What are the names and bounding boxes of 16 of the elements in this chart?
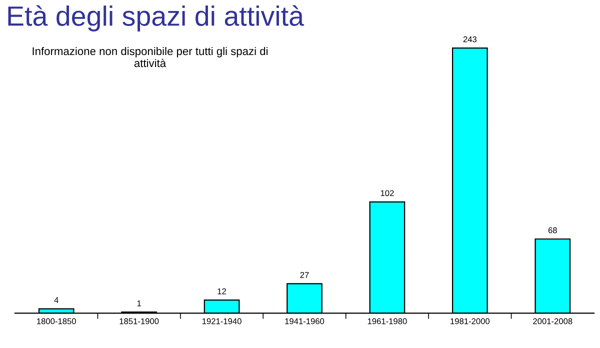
chart-title: Età degli spazi di attività [8,5,304,32]
data-label: 27 [300,272,309,278]
data-label: 1 [137,300,141,306]
data-label: 68 [548,227,557,234]
x-tick-label: 1941-1960 [285,318,324,324]
x-tick-label: 2001-2008 [533,318,572,324]
data-label: 4 [54,297,58,303]
data-label: 102 [380,190,394,196]
x-tick-label: 1921-1940 [202,318,242,324]
x-tick-label: 1800-1850 [37,318,76,324]
data-label: 12 [218,288,226,294]
x-tick-label: 1961-1980 [368,318,407,324]
chart-subtitle: Informazione non disponibile per tutti gli spazi di attività [32,46,268,68]
x-tick-label: 1981-2000 [450,318,490,324]
data-label: 243 [463,36,477,42]
x-tick-label: 1851-1900 [120,318,159,324]
